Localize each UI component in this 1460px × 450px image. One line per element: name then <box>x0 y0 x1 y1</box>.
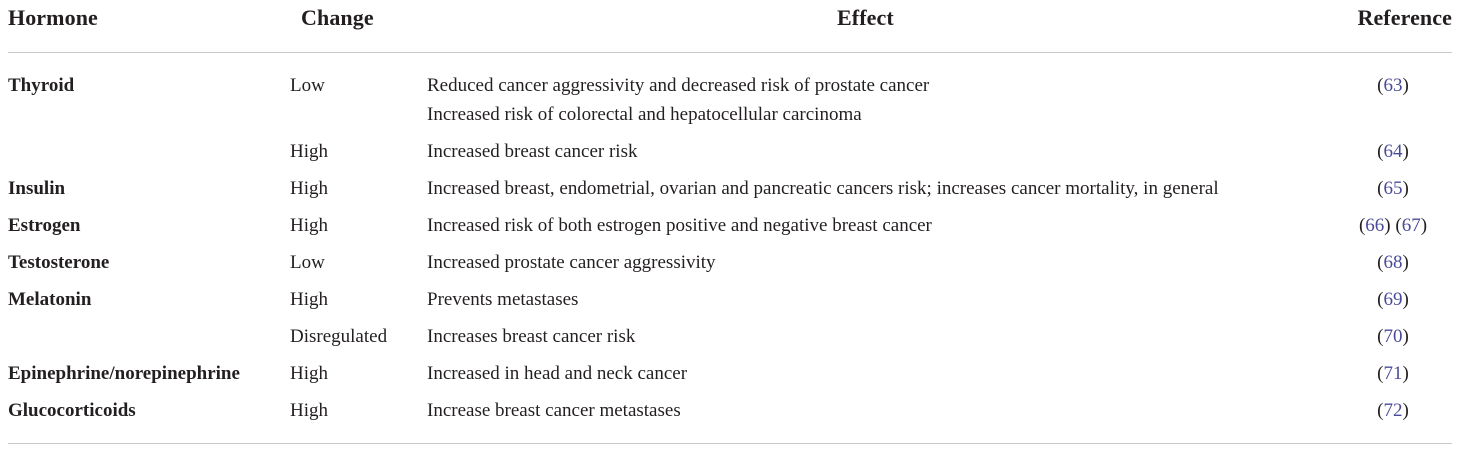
reference-link[interactable]: 66 <box>1365 215 1385 236</box>
effect-cell: Prevents metastases <box>427 285 578 314</box>
reference-link[interactable]: 71 <box>1383 363 1403 384</box>
header-change: Change <box>301 5 374 30</box>
reference-link[interactable]: 69 <box>1383 289 1403 310</box>
table-header: Hormone Change Effect Reference <box>8 0 1452 53</box>
reference-link[interactable]: 68 <box>1383 252 1403 273</box>
reference-cell: (68) <box>1377 252 1409 273</box>
reference-cell: (65) <box>1377 178 1409 199</box>
change-cell: High <box>290 289 328 310</box>
effect-cell: Increases breast cancer risk <box>427 322 635 351</box>
reference-cell: (72) <box>1377 400 1409 421</box>
change-cell: Disregulated <box>290 326 388 347</box>
header-reference: Reference <box>1357 5 1452 30</box>
effect-cell: Increased breast cancer risk <box>427 137 637 166</box>
hormone-cell: Testosterone <box>8 252 110 273</box>
effect-cell: Increased prostate cancer aggressivity <box>427 248 716 277</box>
effect-line: Increases breast cancer risk <box>427 326 636 347</box>
reference-cell: (71) <box>1377 363 1409 384</box>
table-body: Thyroid Low Reduced cancer aggressivity an… <box>8 53 1452 444</box>
effect-line: Increased risk of colorectal and hepatoc… <box>427 104 862 125</box>
effect-cell: Increase breast cancer metastases <box>427 396 681 425</box>
reference-link[interactable]: 63 <box>1383 75 1403 96</box>
change-cell: High <box>290 215 328 236</box>
change-cell: High <box>290 178 328 199</box>
effect-line: Increased breast, endometrial, ovarian a… <box>427 178 1219 199</box>
change-cell: High <box>290 363 328 384</box>
reference-link[interactable]: 70 <box>1383 326 1403 347</box>
reference-cell: (70) <box>1377 326 1409 347</box>
effect-line: Prevents metastases <box>427 289 579 310</box>
hormone-cell: Thyroid <box>8 75 75 96</box>
reference-cell: (64) <box>1377 141 1409 162</box>
reference-link[interactable]: 65 <box>1383 178 1403 199</box>
hormone-cell: Epinephrine/norepinephrine <box>8 363 240 384</box>
effect-cell: Increased breast, endometrial, ovarian a… <box>427 174 1219 203</box>
header-effect: Effect <box>837 5 894 30</box>
effect-cell: Increased risk of both estrogen positive… <box>427 211 932 240</box>
change-cell: Low <box>290 252 325 273</box>
hormone-cell: Melatonin <box>8 289 92 310</box>
reference-link[interactable]: 67 <box>1401 215 1421 236</box>
hormone-cell: Estrogen <box>8 215 81 236</box>
effect-line: Increased breast cancer risk <box>427 141 638 162</box>
hormone-cell: Glucocorticoids <box>8 400 136 421</box>
effect-cell: Increased in head and neck cancer <box>427 359 687 388</box>
hormone-table: Hormone Change Effect Reference Thyroid L… <box>8 0 1452 444</box>
change-cell: High <box>290 400 328 421</box>
reference-cell: (66) (67) <box>1358 215 1428 236</box>
hormone-cell: Insulin <box>8 178 66 199</box>
effect-line: Increased risk of both estrogen positive… <box>427 215 932 236</box>
reference-link[interactable]: 64 <box>1383 141 1403 162</box>
header-hormone: Hormone <box>8 5 98 30</box>
change-cell: High <box>290 141 328 162</box>
effect-line: Increased prostate cancer aggressivity <box>427 252 716 273</box>
effect-cell: Reduced cancer aggressivity and decrease… <box>427 71 929 129</box>
effect-line: Increase breast cancer metastases <box>427 400 681 421</box>
reference-cell: (63) <box>1377 75 1409 96</box>
reference-link[interactable]: 72 <box>1383 400 1403 421</box>
reference-cell: (69) <box>1377 289 1409 310</box>
change-cell: Low <box>290 75 325 96</box>
effect-line: Increased in head and neck cancer <box>427 363 688 384</box>
effect-line: Reduced cancer aggressivity and decrease… <box>427 75 930 96</box>
